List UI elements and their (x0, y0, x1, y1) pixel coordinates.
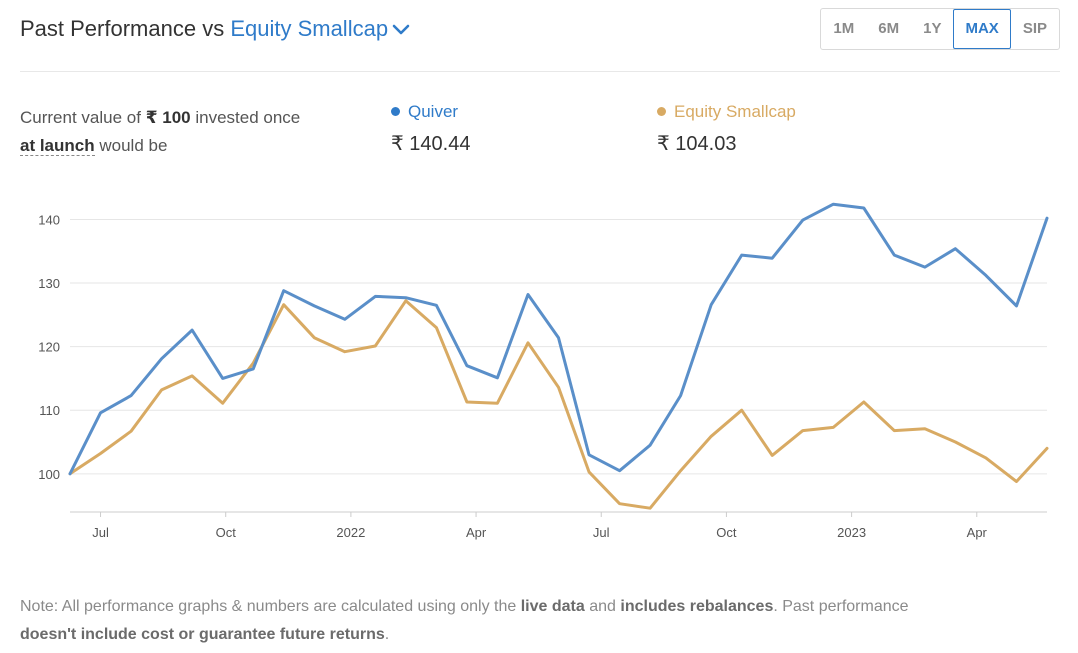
x-tick-label: 2022 (336, 525, 365, 540)
legend-benchmark: Equity Smallcap ₹ 104.03 (657, 102, 796, 156)
y-tick-label: 140 (38, 212, 60, 227)
legend-quiver-name: Quiver (391, 102, 470, 122)
legend-benchmark-label: Equity Smallcap (674, 102, 796, 121)
period-1y-button[interactable]: 1Y (923, 20, 942, 37)
at-launch-tooltip-link[interactable]: at launch (20, 136, 95, 156)
legend-benchmark-dot (657, 106, 666, 116)
period-sip-button[interactable]: SIP (1022, 20, 1047, 37)
cv-text-a: Current value of (20, 108, 141, 127)
note-text-4: . (384, 626, 390, 643)
disclaimer-note: Note: All performance graphs & numbers a… (20, 593, 1060, 649)
x-tick-label: Jul (593, 525, 610, 540)
legend-benchmark-name: Equity Smallcap (657, 102, 796, 122)
benchmark-selector[interactable]: Equity Smallcap (230, 16, 410, 41)
cv-amount: ₹ 100 (145, 108, 191, 127)
legend-quiver-label: Quiver (408, 102, 459, 121)
note-text-2: and (589, 598, 616, 615)
note-bold-live-data: live data (520, 598, 585, 615)
legend-quiver-dot (391, 106, 400, 116)
y-tick-label: 120 (38, 340, 60, 355)
legend-quiver: Quiver ₹ 140.44 (391, 102, 470, 156)
current-value-description: Current value of ₹ 100 invested once at … (20, 104, 350, 160)
divider (20, 71, 1060, 72)
legend-quiver-value: ₹ 140.44 (391, 133, 471, 155)
cv-text-b: invested once (195, 108, 301, 127)
cv-text-c: would be (99, 136, 168, 155)
period-6m-button[interactable]: 6M (878, 20, 900, 37)
legend-benchmark-value: ₹ 104.03 (657, 133, 737, 155)
x-tick-label: Oct (716, 525, 737, 540)
x-tick-label: Apr (466, 525, 487, 540)
y-tick-label: 110 (39, 403, 60, 418)
note-bold-rebalances: includes rebalances (620, 598, 774, 615)
x-tick-label: Oct (216, 525, 237, 540)
note-bold-costs: doesn't include cost or guarantee future… (20, 626, 385, 643)
benchmark-name[interactable]: Equity Smallcap (230, 16, 389, 41)
series-line-quiver (68, 202, 1049, 476)
note-text-3: . Past performance (773, 598, 909, 615)
series-line-equity-smallcap (68, 299, 1049, 510)
note-text-1: Note: All performance graphs & numbers a… (20, 598, 517, 615)
x-tick-label: 2023 (837, 525, 866, 540)
period-1m-button[interactable]: 1M (833, 20, 855, 37)
y-tick-label: 100 (38, 467, 60, 482)
x-tick-label: Apr (967, 525, 988, 540)
period-selector: 1M 6M 1Y MAX SIP (820, 8, 1060, 50)
chevron-down-icon[interactable] (392, 15, 410, 41)
performance-chart[interactable]: 100 110 120 130 140 Jul Oct 2022 Apr Jul Oct 2023 Ap… (0, 180, 1078, 560)
title-prefix: Past Performance vs (20, 16, 225, 41)
page-title: Past Performance vs Equity Smallcap (20, 16, 410, 42)
period-max-button[interactable]: MAX (953, 9, 1011, 49)
x-tick-label: Jul (92, 525, 109, 540)
header: Past Performance vs Equity Smallcap 1M 6… (20, 8, 1060, 50)
y-tick-label: 130 (38, 276, 60, 291)
